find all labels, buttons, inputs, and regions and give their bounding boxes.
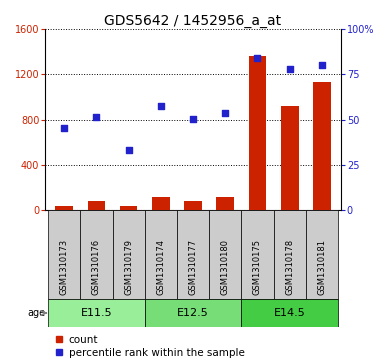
Bar xyxy=(184,201,202,210)
Bar xyxy=(313,82,331,210)
Bar xyxy=(306,210,338,299)
Text: age: age xyxy=(27,308,46,318)
Bar xyxy=(249,56,266,210)
Text: GSM1310177: GSM1310177 xyxy=(188,238,198,294)
Text: E14.5: E14.5 xyxy=(274,308,306,318)
Bar xyxy=(48,210,80,299)
Bar xyxy=(281,106,299,210)
Point xyxy=(319,62,325,68)
Bar xyxy=(241,210,274,299)
Text: E11.5: E11.5 xyxy=(81,308,112,318)
Bar xyxy=(177,210,209,299)
Bar xyxy=(145,210,177,299)
Bar xyxy=(274,210,306,299)
Bar xyxy=(80,210,112,299)
Point xyxy=(254,56,261,61)
Title: GDS5642 / 1452956_a_at: GDS5642 / 1452956_a_at xyxy=(105,14,282,28)
Text: GSM1310174: GSM1310174 xyxy=(156,238,165,294)
Point xyxy=(126,147,132,153)
Bar xyxy=(48,299,145,327)
Text: GSM1310181: GSM1310181 xyxy=(317,238,326,294)
Bar xyxy=(120,206,138,210)
Text: GSM1310180: GSM1310180 xyxy=(221,238,230,294)
Point xyxy=(158,103,164,109)
Text: GSM1310175: GSM1310175 xyxy=(253,238,262,294)
Text: GSM1310179: GSM1310179 xyxy=(124,238,133,294)
Point xyxy=(93,114,99,120)
Bar xyxy=(145,299,241,327)
Bar xyxy=(241,299,338,327)
Bar xyxy=(209,210,241,299)
Legend: count, percentile rank within the sample: count, percentile rank within the sample xyxy=(50,331,249,362)
Bar xyxy=(87,201,105,210)
Bar xyxy=(55,206,73,210)
Point xyxy=(61,125,67,131)
Text: E12.5: E12.5 xyxy=(177,308,209,318)
Point xyxy=(222,111,229,117)
Text: GSM1310178: GSM1310178 xyxy=(285,238,294,294)
Bar xyxy=(112,210,145,299)
Bar xyxy=(152,197,170,210)
Point xyxy=(190,116,196,122)
Point xyxy=(287,66,293,72)
Bar xyxy=(216,197,234,210)
Text: GSM1310173: GSM1310173 xyxy=(60,238,69,294)
Text: GSM1310176: GSM1310176 xyxy=(92,238,101,294)
